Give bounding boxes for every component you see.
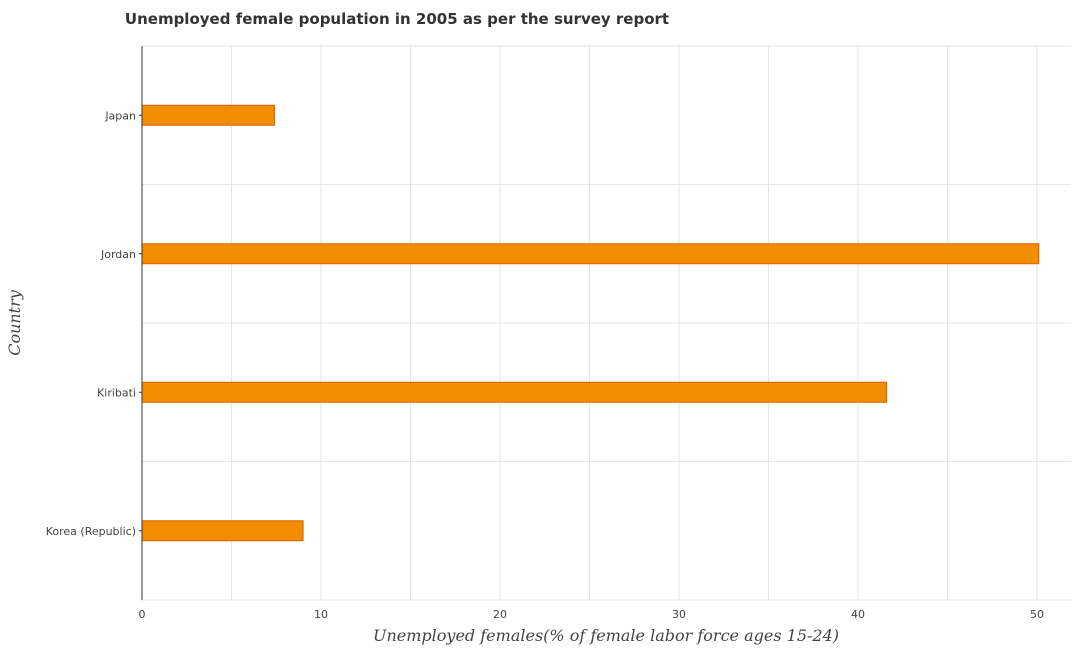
x-tick-label: 40	[851, 608, 865, 621]
y-axis-label: Country	[5, 289, 24, 356]
x-axis-label: Unemployed females(% of female labor for…	[373, 626, 839, 645]
y-tick-label: Jordan	[100, 248, 136, 261]
horizontal-gridlines	[142, 45, 1071, 601]
x-tick-label: 30	[672, 608, 686, 621]
bar-kiribati	[141, 381, 888, 403]
bar-korea-republic	[141, 520, 304, 542]
chart-title: Unemployed female population in 2005 as …	[125, 10, 669, 28]
bar-japan	[141, 104, 275, 126]
x-tick-label: 10	[314, 608, 328, 621]
x-tick-label: 50	[1030, 608, 1044, 621]
y-tick-labels: Japan Jordan Kiribati Korea (Republic)	[46, 109, 142, 538]
bar-jordan	[141, 243, 1040, 265]
x-tick-label: 20	[493, 608, 507, 621]
y-tick-label: Kiribati	[97, 386, 136, 399]
y-tick-label: Japan	[104, 109, 136, 122]
x-tick-label: 0	[139, 608, 146, 621]
x-tick-labels: 0 10 20 30 40 50	[139, 608, 1045, 621]
y-tick-label: Korea (Republic)	[46, 525, 136, 538]
bars	[141, 104, 1040, 542]
